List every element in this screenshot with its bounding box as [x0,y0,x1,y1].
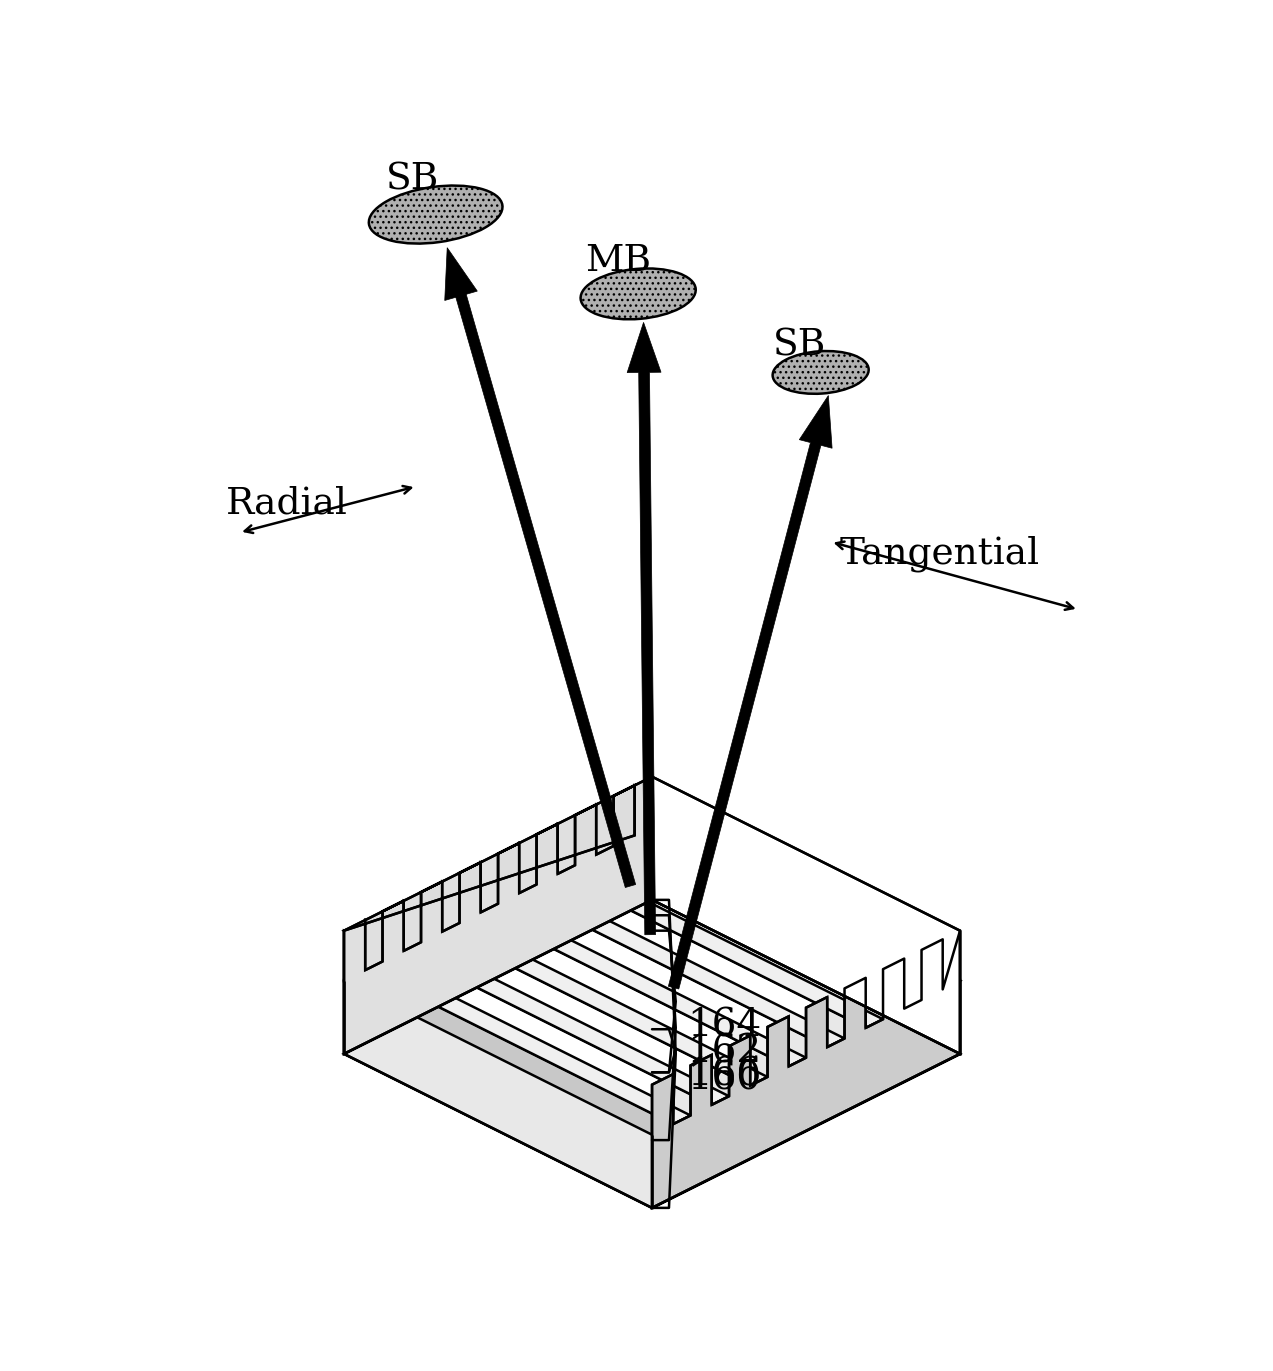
Polygon shape [558,865,883,1028]
Polygon shape [382,901,404,961]
Polygon shape [365,961,690,1124]
Polygon shape [668,395,833,988]
Text: 162: 162 [687,1034,761,1071]
Polygon shape [344,776,652,1054]
Polygon shape [575,805,596,865]
Text: 164: 164 [687,1008,761,1045]
Polygon shape [481,862,789,1067]
Text: Tangential: Tangential [840,535,1040,572]
Polygon shape [652,776,960,1054]
Polygon shape [421,882,442,942]
Polygon shape [444,248,635,887]
Polygon shape [498,843,827,1008]
Polygon shape [460,862,789,1027]
Polygon shape [442,923,768,1086]
Polygon shape [344,920,673,1084]
Text: SB: SB [386,162,439,197]
Polygon shape [344,827,652,1054]
Polygon shape [575,805,904,969]
Polygon shape [558,824,866,1028]
Polygon shape [460,862,481,923]
Text: SB: SB [773,328,826,363]
Polygon shape [652,980,960,1208]
Polygon shape [628,322,661,935]
Ellipse shape [369,185,503,244]
Polygon shape [614,786,635,846]
Polygon shape [404,942,729,1105]
Ellipse shape [773,351,868,393]
Polygon shape [519,843,827,1047]
Polygon shape [635,827,960,990]
Polygon shape [481,903,806,1067]
Polygon shape [344,899,960,1208]
Polygon shape [498,843,519,903]
Text: MB: MB [586,243,652,278]
Ellipse shape [580,269,696,319]
Polygon shape [536,824,558,884]
Polygon shape [344,920,365,980]
Polygon shape [614,786,943,950]
Polygon shape [382,901,712,1065]
Polygon shape [365,920,673,1124]
Polygon shape [596,846,922,1009]
Polygon shape [652,827,960,1054]
Polygon shape [596,805,904,1009]
Text: Radial: Radial [227,485,348,521]
Polygon shape [536,824,866,988]
Polygon shape [404,901,712,1105]
Polygon shape [519,884,844,1047]
Polygon shape [442,882,750,1086]
Polygon shape [421,882,750,1046]
Text: 166: 166 [687,1057,761,1094]
Polygon shape [652,931,960,1208]
Polygon shape [635,786,943,990]
Polygon shape [344,931,652,1135]
Text: 160: 160 [687,1060,761,1097]
Polygon shape [344,980,652,1208]
